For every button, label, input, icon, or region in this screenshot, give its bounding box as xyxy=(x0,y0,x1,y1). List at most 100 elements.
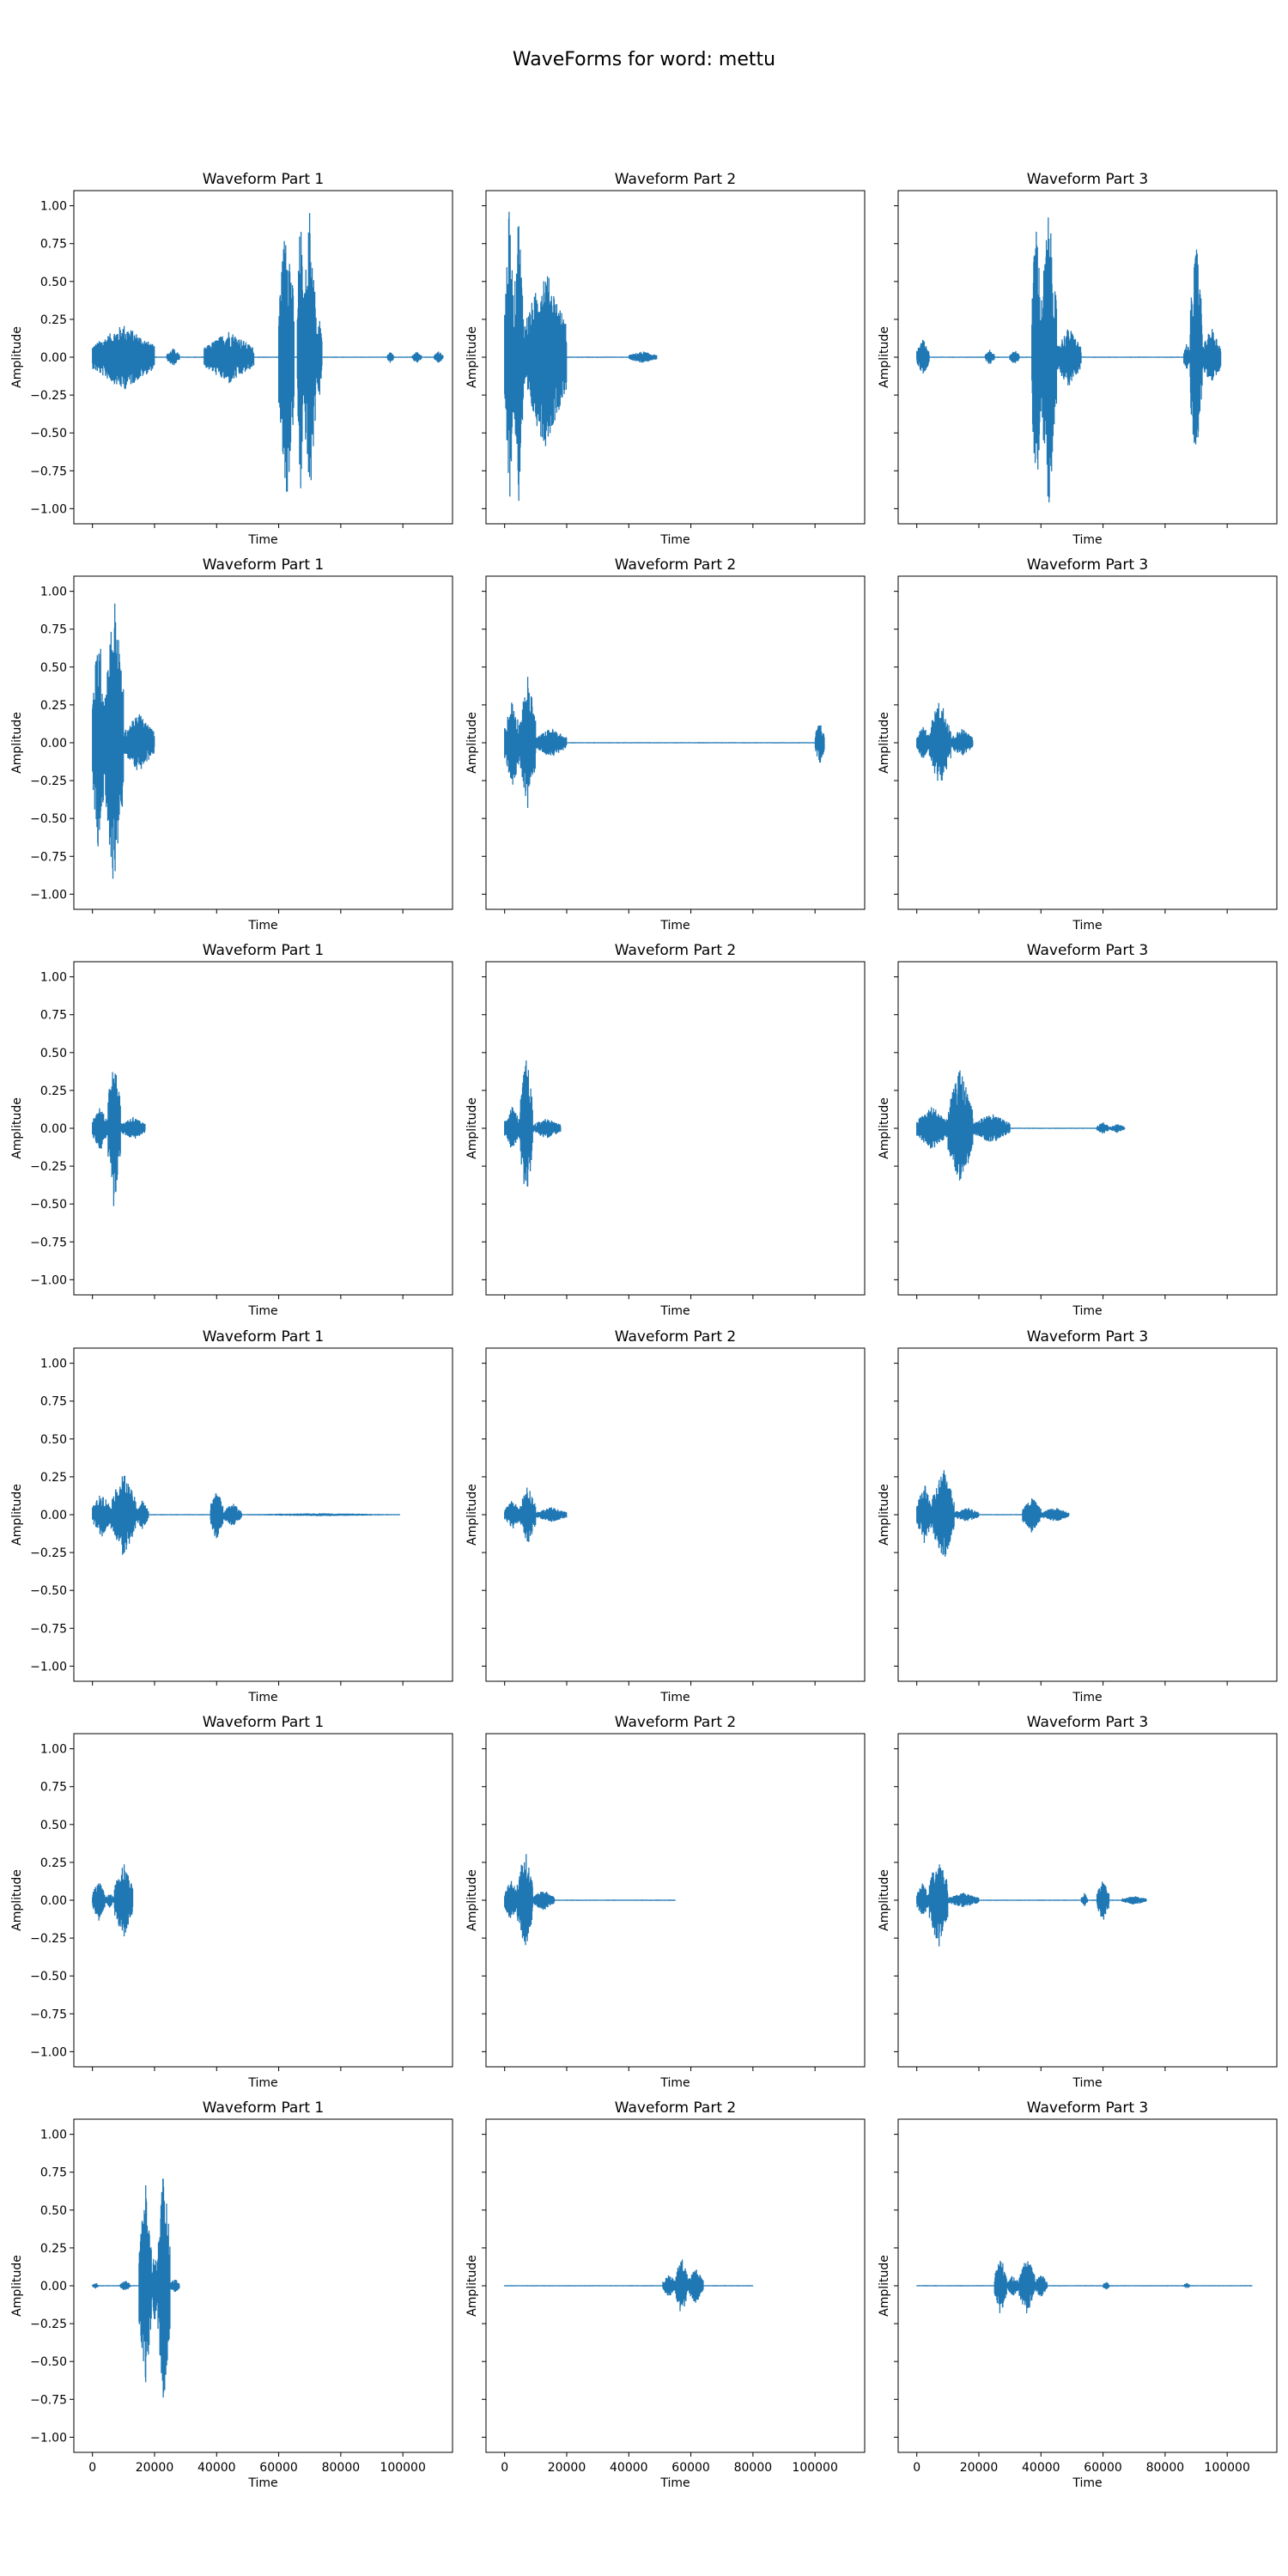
waveform-line xyxy=(916,1864,1147,1947)
subplot-r1-c1: Waveform Part 1 1.00 0.75 0.50 0.25 0.00 −0.25… xyxy=(10,171,453,547)
y-axis-label: Amplitude xyxy=(465,712,479,774)
y-tick-label: 0.50 xyxy=(40,661,67,675)
x-tick-label: 60000 xyxy=(1084,2461,1122,2475)
y-axis-label: Amplitude xyxy=(878,326,891,388)
y-axis-label: Amplitude xyxy=(878,1484,891,1546)
y-axis-label: Amplitude xyxy=(10,1484,24,1546)
subplot-r5-c2: Waveform Part 2 Time Amplitude xyxy=(465,1714,866,2090)
subplot-r2-c3: Waveform Part 3 Time Amplitude xyxy=(878,556,1278,933)
x-axis-label: Time xyxy=(659,533,690,547)
waveform-line xyxy=(92,213,444,492)
y-tick-label: 0.75 xyxy=(40,238,67,252)
y-tick-label: 0.75 xyxy=(40,2166,67,2180)
y-axis-label: Amplitude xyxy=(465,2255,479,2317)
y-tick-label: −0.25 xyxy=(30,1546,67,1560)
x-axis-label: Time xyxy=(1072,2076,1102,2090)
waveform-line xyxy=(916,2261,1253,2313)
y-axis-label: Amplitude xyxy=(878,1869,891,1931)
x-tick-label: 20000 xyxy=(960,2461,999,2475)
y-tick-label: 0.00 xyxy=(40,1509,67,1522)
y-tick-label: −1.00 xyxy=(30,502,67,516)
subplot-title: Waveform Part 3 xyxy=(1027,2099,1148,2117)
subplot-title: Waveform Part 3 xyxy=(1027,1328,1148,1346)
x-tick-label: 60000 xyxy=(259,2461,298,2475)
y-tick-label: −0.75 xyxy=(30,465,67,478)
subplot-title: Waveform Part 1 xyxy=(203,942,324,959)
y-tick-label: −0.50 xyxy=(30,2355,67,2369)
subplot-title: Waveform Part 2 xyxy=(615,2099,736,2117)
subplot-r1-c3: Waveform Part 3 Time Amplitude xyxy=(878,171,1278,547)
x-axis-label: Time xyxy=(659,2476,690,2490)
y-axis-label: Amplitude xyxy=(465,1869,479,1931)
subplot-r4-c3: Waveform Part 3 Time Amplitude xyxy=(878,1328,1278,1704)
y-axis-label: Amplitude xyxy=(878,2255,891,2317)
y-tick-label: −0.25 xyxy=(30,1160,67,1174)
y-tick-label: 0.75 xyxy=(40,1009,67,1023)
y-axis-label: Amplitude xyxy=(465,1484,479,1546)
x-tick-label: 100000 xyxy=(1204,2461,1249,2475)
x-axis-label: Time xyxy=(247,919,277,933)
y-axis-label: Amplitude xyxy=(10,712,24,774)
subplot-title: Waveform Part 3 xyxy=(1027,556,1148,574)
y-tick-label: −1.00 xyxy=(30,1660,67,1674)
y-tick-label: 0.25 xyxy=(40,699,67,713)
x-tick-label: 0 xyxy=(501,2461,508,2475)
subplot-r3-c3: Waveform Part 3 Time Amplitude xyxy=(878,942,1278,1318)
y-tick-label: 0.25 xyxy=(40,1471,67,1485)
subplot-r4-c1: Waveform Part 1 1.00 0.75 0.50 0.25 0.00 −0.25… xyxy=(10,1328,453,1704)
x-tick-label: 80000 xyxy=(1146,2461,1185,2475)
y-axis-label: Amplitude xyxy=(10,1097,24,1159)
waveform-line xyxy=(916,1070,1126,1181)
y-tick-label: 0.50 xyxy=(40,276,67,289)
x-tick-label: 20000 xyxy=(136,2461,174,2475)
subplot-title: Waveform Part 2 xyxy=(615,556,736,574)
x-tick-label: 80000 xyxy=(734,2461,773,2475)
y-axis-label: Amplitude xyxy=(10,326,24,388)
y-tick-label: 0.00 xyxy=(40,1894,67,1908)
subplot-title: Waveform Part 1 xyxy=(203,2099,324,2117)
y-tick-label: −1.00 xyxy=(30,1273,67,1287)
subplot-title: Waveform Part 1 xyxy=(203,556,324,574)
y-tick-label: 0.25 xyxy=(40,313,67,327)
y-axis-label: Amplitude xyxy=(878,1097,891,1159)
subplot-r3-c1: Waveform Part 1 1.00 0.75 0.50 0.25 0.00 −0.25… xyxy=(10,942,453,1318)
waveform-line xyxy=(92,603,155,879)
y-tick-label: −0.50 xyxy=(30,1584,67,1598)
y-tick-label: 0.00 xyxy=(40,2280,67,2293)
x-axis-label: Time xyxy=(1072,1304,1102,1318)
y-tick-label: −0.75 xyxy=(30,2393,67,2407)
subplot-r3-c2: Waveform Part 2 Time Amplitude xyxy=(465,942,866,1318)
x-tick-label: 100000 xyxy=(792,2461,837,2475)
y-tick-label: 0.50 xyxy=(40,1819,67,1832)
subplot-r6-c2: Waveform Part 2 0 20000 40000 60000 80000 1000… xyxy=(465,2099,866,2490)
x-tick-label: 60000 xyxy=(671,2461,710,2475)
x-axis-label: Time xyxy=(247,2476,277,2490)
subplot-r6-c1: Waveform Part 1 1.00 0.75 0.50 0.25 0.00 −0.25… xyxy=(10,2099,453,2490)
y-tick-label: 0.25 xyxy=(40,1856,67,1870)
waveform-line xyxy=(504,2259,754,2312)
y-tick-label: 0.25 xyxy=(40,1084,67,1098)
y-tick-label: −0.75 xyxy=(30,1236,67,1249)
x-tick-label: 20000 xyxy=(548,2461,586,2475)
y-tick-label: −0.50 xyxy=(30,427,67,440)
x-tick-label: 80000 xyxy=(322,2461,361,2475)
subplot-r5-c3: Waveform Part 3 Time Amplitude xyxy=(878,1714,1278,2090)
y-tick-label: 0.00 xyxy=(40,351,67,365)
y-tick-label: 0.75 xyxy=(40,1395,67,1409)
x-axis-label: Time xyxy=(659,2076,690,2090)
x-axis-label: Time xyxy=(247,533,277,547)
subplot-r2-c1: Waveform Part 1 1.00 0.75 0.50 0.25 0.00 −0.25… xyxy=(10,556,453,933)
y-tick-label: −1.00 xyxy=(30,888,67,902)
x-tick-label: 100000 xyxy=(380,2461,425,2475)
subplot-title: Waveform Part 3 xyxy=(1027,942,1148,959)
y-tick-label: −0.25 xyxy=(30,775,67,788)
y-axis-label: Amplitude xyxy=(465,326,479,388)
y-tick-label: −0.50 xyxy=(30,1198,67,1212)
x-tick-label: 0 xyxy=(88,2461,96,2475)
subplot-title: Waveform Part 2 xyxy=(615,1328,736,1346)
x-axis-label: Time xyxy=(659,1304,690,1318)
y-tick-label: −0.25 xyxy=(30,389,67,403)
subplot-title: Waveform Part 1 xyxy=(203,171,324,188)
y-tick-label: 0.00 xyxy=(40,1122,67,1136)
